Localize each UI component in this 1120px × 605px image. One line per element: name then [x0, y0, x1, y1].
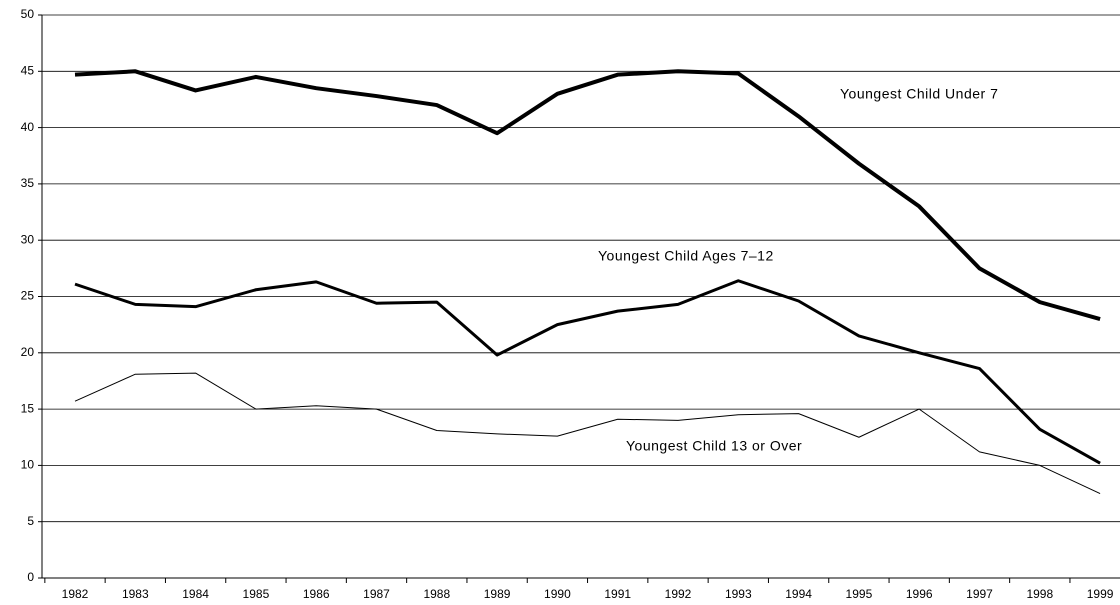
y-tick-label: 40: [21, 120, 35, 134]
x-tick-label: 1993: [725, 587, 752, 601]
x-tick-label: 1996: [906, 587, 933, 601]
series-label: Youngest Child Ages 7–12: [598, 248, 774, 264]
x-tick-label: 1992: [665, 587, 692, 601]
x-tick-label: 1997: [966, 587, 993, 601]
x-tick-label: 1989: [484, 587, 511, 601]
y-tick-label: 5: [27, 514, 34, 528]
y-tick-label: 0: [27, 570, 34, 584]
series-line: [74, 279, 1101, 465]
y-tick-label: 25: [21, 289, 35, 303]
series-label: Youngest Child 13 or Over: [626, 438, 802, 454]
x-tick-label: 1984: [182, 587, 209, 601]
x-tick-label: 1991: [604, 587, 631, 601]
x-tick-label: 1999: [1087, 587, 1114, 601]
x-tick-label: 1998: [1026, 587, 1053, 601]
x-tick-label: 1983: [122, 587, 149, 601]
series-label: Youngest Child Under 7: [840, 86, 998, 102]
x-tick-label: 1985: [243, 587, 270, 601]
y-tick-label: 20: [21, 345, 35, 359]
y-tick-label: 35: [21, 176, 35, 190]
y-tick-label: 15: [21, 401, 35, 415]
y-tick-label: 10: [21, 458, 35, 472]
x-tick-label: 1982: [62, 587, 89, 601]
x-tick-label: 1988: [423, 587, 450, 601]
series-line: [74, 69, 1101, 321]
y-tick-label: 45: [21, 63, 35, 77]
x-tick-label: 1986: [303, 587, 330, 601]
x-tick-label: 1987: [363, 587, 390, 601]
x-tick-label: 1994: [785, 587, 812, 601]
series-line: [74, 372, 1101, 495]
x-tick-label: 1990: [544, 587, 571, 601]
y-tick-label: 30: [21, 232, 35, 246]
x-tick-label: 1995: [846, 587, 873, 601]
y-tick-label: 50: [21, 7, 35, 21]
